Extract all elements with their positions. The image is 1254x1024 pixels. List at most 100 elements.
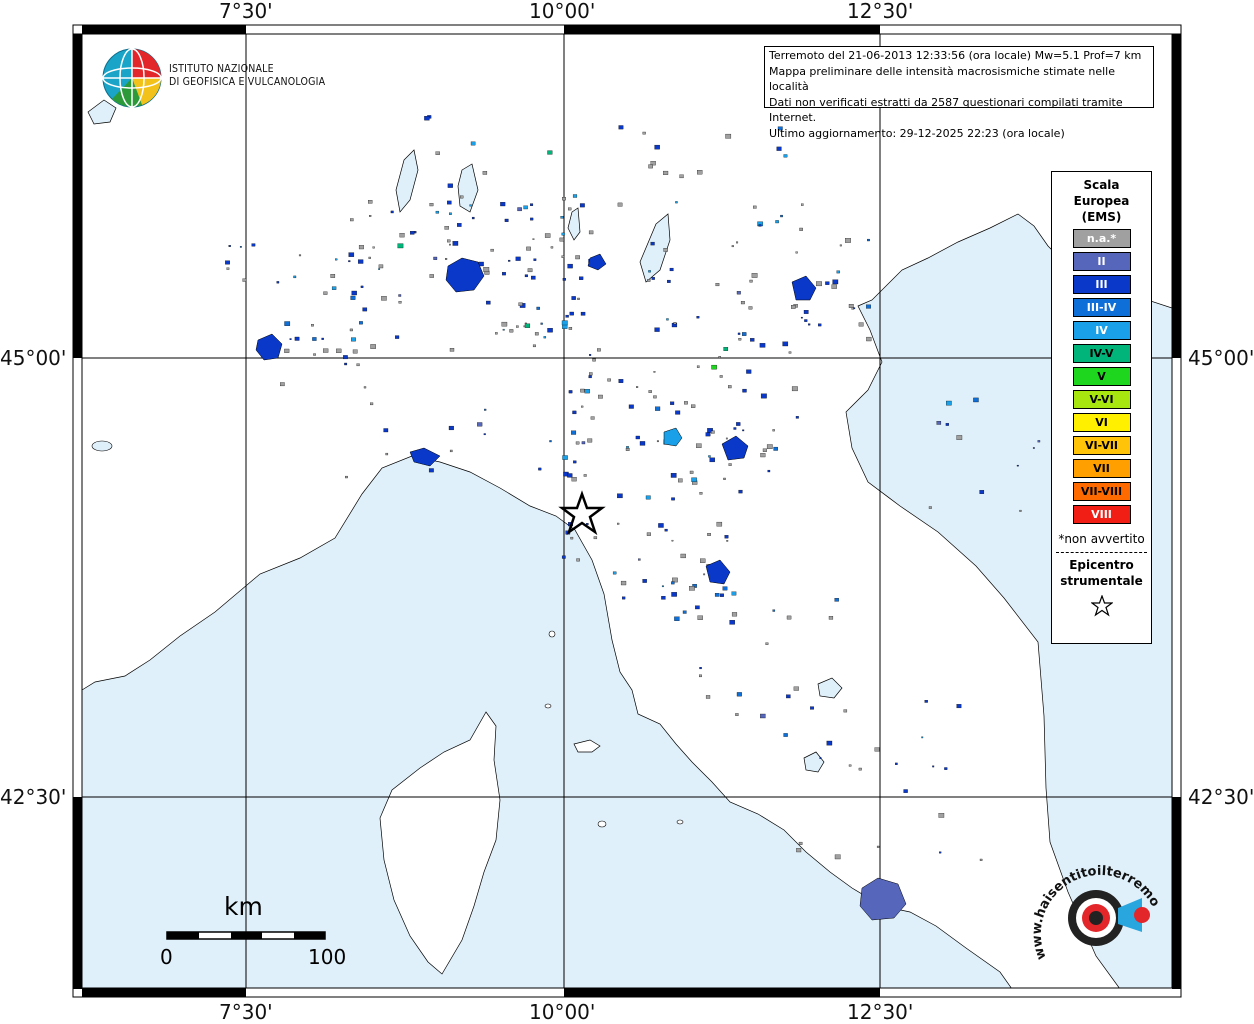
locality-patch (530, 217, 534, 221)
locality-patch (486, 300, 491, 305)
locality-patch (536, 306, 540, 310)
scale-unit: km (224, 892, 263, 921)
locality-patch (945, 423, 949, 426)
locality-patch (348, 260, 351, 263)
locality-patch (501, 321, 508, 327)
legend-swatch-6: V (1072, 367, 1131, 386)
locality-patch (839, 244, 842, 247)
locality-patch (508, 259, 511, 262)
locality-patch (368, 200, 373, 204)
locality-patch (672, 577, 678, 583)
locality-patch (705, 695, 711, 699)
locality-patch (776, 146, 782, 151)
locality-patch (573, 460, 577, 464)
legend-title-3: (EMS) (1081, 210, 1122, 224)
locality-patch (795, 416, 799, 419)
locality-patch (562, 324, 568, 329)
locality-patch (647, 279, 651, 282)
locality-patch (449, 449, 453, 453)
locality-patch (562, 197, 566, 201)
locality-patch (932, 765, 935, 768)
locality-patch (670, 401, 675, 405)
locality-patch (825, 281, 830, 285)
locality-patch (723, 477, 726, 480)
locality-patch (572, 410, 577, 415)
locality-patch (759, 343, 766, 348)
scale-start: 0 (160, 945, 173, 969)
locality-patch (655, 406, 661, 411)
lake-bolsena (803, 751, 825, 773)
locality-patch (490, 248, 494, 252)
locality-patch (760, 453, 766, 458)
locality-patch (671, 539, 674, 542)
locality-patch (280, 382, 285, 387)
locality-patch (495, 332, 498, 335)
locality-patch (570, 536, 574, 540)
locality-patch (571, 477, 577, 482)
locality-patch (664, 528, 668, 532)
locality-patch (738, 338, 742, 341)
locality-patch (482, 171, 488, 175)
locality-patch (447, 200, 452, 205)
locality-patch (724, 535, 729, 539)
epicenter-star (558, 490, 606, 536)
locality-patch (568, 207, 572, 211)
locality-patch (938, 813, 945, 818)
locality-patch (460, 195, 464, 199)
locality-patch (791, 386, 798, 392)
locality-patch (725, 437, 728, 440)
locality-patch (515, 256, 521, 261)
corsica (379, 711, 501, 975)
logo-url: www.haisentitoilterremoto.it (1026, 850, 1162, 962)
locality-patch (663, 170, 669, 175)
locality-patch (762, 448, 767, 452)
locality-patch (225, 260, 230, 265)
locality-patch (618, 125, 624, 130)
locality-patch (765, 642, 769, 645)
locality-patch (524, 323, 531, 328)
locality-patch (588, 230, 594, 235)
locality-patch (728, 385, 732, 389)
locality-patch (866, 336, 872, 342)
locality-patch (345, 475, 348, 479)
locality-patch (718, 356, 721, 359)
locality-patch (726, 540, 729, 542)
locality-patch (350, 295, 356, 300)
legend-swatch-11: VII-VIII (1072, 482, 1131, 501)
locality-patch (349, 328, 353, 332)
locality-patch (703, 573, 706, 576)
locality-patch (928, 506, 932, 509)
locality-patch (758, 224, 762, 227)
locality-patch (661, 596, 666, 600)
locality-patch (562, 278, 566, 281)
locality-patch (398, 294, 402, 297)
locality-patch (289, 338, 292, 340)
locality-patch (580, 388, 585, 393)
legend-items: n.a.* II III III-IV IV IV-V V V-VI VI VI-VII VII VI… (1052, 229, 1151, 524)
locality-patch (344, 362, 348, 366)
locality-patch (786, 694, 791, 699)
locality-patch (483, 267, 490, 272)
locality-patch (831, 284, 837, 289)
locality-patch (979, 490, 985, 494)
haisentito-logo (1068, 890, 1150, 946)
locality-patch (939, 851, 942, 854)
locality-patch (368, 256, 371, 259)
locality-patch (571, 430, 577, 435)
locality-patch (561, 232, 565, 236)
locality-patch (484, 408, 487, 411)
locality-patch (620, 580, 627, 586)
locality-patch (828, 616, 834, 620)
locality-patch (575, 255, 580, 260)
locality-patch (435, 210, 439, 214)
locality-patch (598, 394, 603, 399)
locality-patch (348, 252, 355, 257)
legend-swatch-3: III-IV (1072, 298, 1131, 317)
locality-patch (669, 267, 674, 272)
locality-patch (866, 304, 871, 309)
locality-patch (791, 305, 796, 309)
locality-patch (836, 270, 840, 274)
locality-patch (483, 433, 486, 436)
locality-patch (654, 144, 660, 150)
locality-patch (956, 704, 962, 709)
